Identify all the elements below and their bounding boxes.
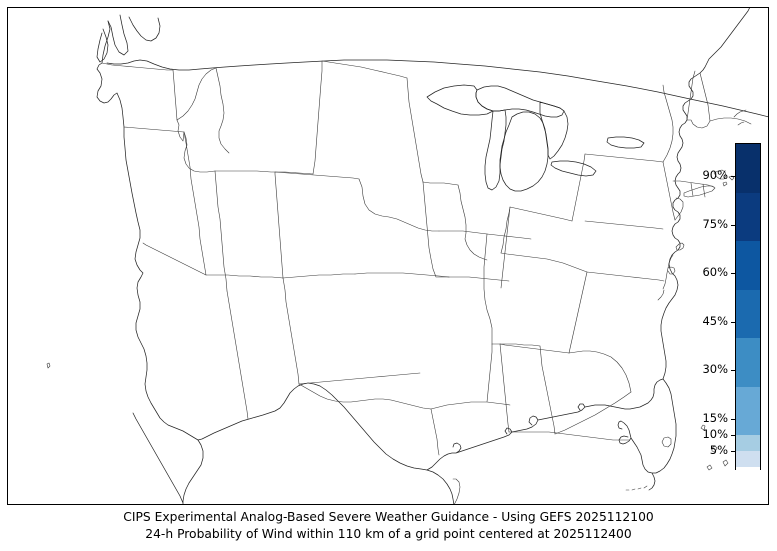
probability-colorbar[interactable] bbox=[731, 143, 761, 470]
state-boundaries bbox=[102, 61, 751, 455]
lake-superior bbox=[427, 85, 493, 115]
colorbar-tick-15 bbox=[731, 418, 736, 420]
delaware-bay bbox=[676, 243, 684, 250]
caption-line-1: CIPS Experimental Analog-Based Severe We… bbox=[123, 510, 654, 524]
us-canada-border bbox=[97, 15, 769, 117]
colorbar-tick-10 bbox=[731, 435, 736, 436]
michigan-upper-peninsula bbox=[476, 86, 564, 117]
lake-okeechobee bbox=[662, 437, 671, 447]
bahamas-islands bbox=[701, 425, 728, 470]
lake-michigan bbox=[485, 110, 506, 190]
long-island bbox=[684, 186, 715, 197]
florida-keys bbox=[626, 486, 647, 490]
gulf-island bbox=[47, 363, 50, 368]
colorbar-segment-45-60 bbox=[736, 289, 760, 338]
conus-map-svg bbox=[7, 7, 769, 505]
figure-caption: CIPS Experimental Analog-Based Severe We… bbox=[0, 509, 777, 543]
colorbar-segment-60-75 bbox=[736, 241, 760, 290]
east-coast bbox=[661, 7, 750, 379]
florida-peninsula bbox=[618, 379, 676, 490]
west-coast bbox=[97, 21, 198, 440]
colorbar-tick-90 bbox=[731, 176, 736, 177]
conus-map-axes[interactable] bbox=[7, 7, 769, 505]
colorbar-segment-30-45 bbox=[736, 338, 760, 387]
colorbar-tick-30 bbox=[731, 370, 736, 371]
maine-coast bbox=[734, 110, 746, 125]
mexico-coast-gulf bbox=[453, 479, 460, 505]
colorbar-segment-10-15 bbox=[736, 435, 760, 452]
colorbar-tick-5 bbox=[731, 451, 736, 453]
gulf-coast bbox=[427, 379, 663, 470]
lake-huron bbox=[540, 102, 568, 159]
colorbar-tick-60 bbox=[731, 273, 736, 274]
lake-erie bbox=[551, 161, 596, 176]
colorbar-segment-75-90 bbox=[736, 192, 760, 241]
mexico-west-coast bbox=[133, 413, 203, 505]
us-mexico-border bbox=[198, 383, 454, 505]
michigan-lower-peninsula bbox=[500, 112, 548, 191]
chesapeake-bay bbox=[658, 255, 675, 300]
colorbar-segment-0-5 bbox=[736, 467, 760, 470]
lake-ontario bbox=[607, 137, 644, 148]
colorbar-tick-45 bbox=[731, 321, 736, 323]
colorbar-tick-75 bbox=[731, 224, 736, 226]
colorbar-segment-15-30 bbox=[736, 386, 760, 435]
colorbar-segment-5-10 bbox=[736, 451, 760, 468]
colorbar-segment-90-100 bbox=[736, 144, 760, 193]
caption-line-2: 24-h Probability of Wind within 110 km o… bbox=[145, 527, 632, 541]
cape-cod bbox=[714, 170, 734, 186]
